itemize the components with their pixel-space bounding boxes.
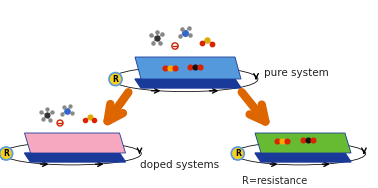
Circle shape [172, 43, 178, 49]
Circle shape [0, 147, 12, 160]
Polygon shape [135, 57, 241, 79]
Polygon shape [135, 79, 241, 88]
Text: R: R [235, 149, 241, 158]
Circle shape [109, 73, 122, 86]
Text: R=resistance: R=resistance [242, 176, 308, 186]
Text: R: R [3, 149, 9, 158]
Polygon shape [255, 153, 351, 162]
Text: pure system: pure system [264, 68, 329, 78]
Ellipse shape [113, 67, 257, 91]
Circle shape [231, 147, 244, 160]
Circle shape [57, 120, 63, 126]
Polygon shape [25, 153, 125, 162]
Text: doped systems: doped systems [140, 160, 219, 170]
Ellipse shape [3, 143, 141, 164]
Text: R: R [113, 75, 118, 84]
Polygon shape [255, 133, 351, 153]
Ellipse shape [235, 143, 365, 164]
Polygon shape [25, 133, 125, 153]
